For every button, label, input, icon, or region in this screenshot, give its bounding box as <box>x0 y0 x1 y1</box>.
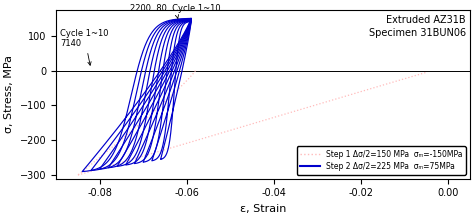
Text: Cycle 1~10
7140: Cycle 1~10 7140 <box>60 29 109 65</box>
Y-axis label: σ, Stress, MPa: σ, Stress, MPa <box>4 55 14 133</box>
X-axis label: ε, Strain: ε, Strain <box>240 204 286 214</box>
Text: Extruded AZ31B
Specimen 31BUN06: Extruded AZ31B Specimen 31BUN06 <box>369 15 465 38</box>
Legend: Step 1 Δσ/2=150 MPa  σₘ=-150MPa, Step 2 Δσ/2=225 MPa  σₘ=75MPa: Step 1 Δσ/2=150 MPa σₘ=-150MPa, Step 2 Δ… <box>297 146 466 175</box>
Text: 2200  80  Cycle 1~10: 2200 80 Cycle 1~10 <box>130 4 221 19</box>
